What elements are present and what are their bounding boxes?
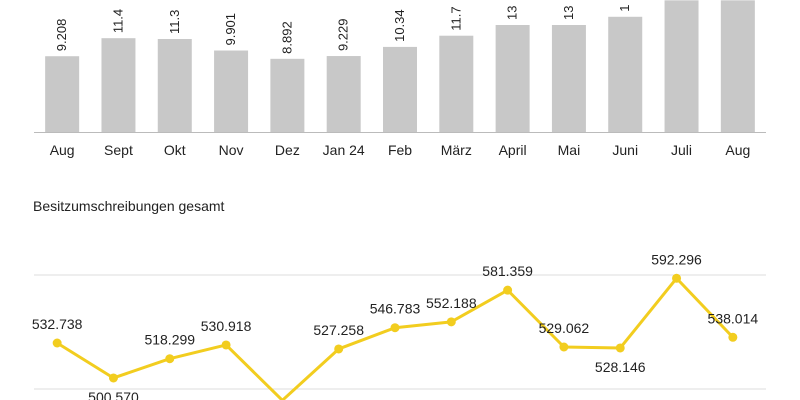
data-point [728,332,738,342]
bar [101,38,136,132]
bar-value-label: 9.229 [336,18,351,51]
point-value-label: 592.296 [651,251,702,267]
x-tick-label: Juli [671,142,692,158]
data-point [52,338,62,348]
data-point [559,342,569,352]
bar-value-label: 9.901 [223,13,238,46]
bar-value-label: 11.7 [448,6,463,30]
bar [270,58,305,132]
x-tick-label: Aug [50,142,75,158]
bar-value-label: 11.4 [110,9,125,33]
bar [495,25,530,132]
point-value-label: 552.188 [426,295,477,311]
point-value-label: 529.062 [539,320,590,336]
x-tick-label: April [499,142,527,158]
line-chart-title: Besitzumschreibungen gesamt [33,198,225,214]
x-tick-label: März [441,142,472,158]
bar-value-label: 10.34 [392,9,407,42]
bar [608,16,643,133]
bar [214,50,249,132]
data-point [108,373,118,383]
bar-value-label: 11.3 [167,10,182,34]
point-value-label: 528.146 [595,359,646,375]
data-point [165,354,175,364]
x-tick-label: Sept [104,142,133,158]
x-tick-label: Dez [275,142,300,158]
bar-value-label: 1 [617,5,632,12]
point-value-label: 532.738 [32,316,83,332]
data-point [503,285,513,295]
point-value-label: 546.783 [370,301,421,317]
data-point [221,340,231,350]
x-tick-label: Juni [612,142,638,158]
x-tick-label: Feb [388,142,412,158]
bar-value-label: 13 [505,6,520,20]
point-value-label: 581.359 [482,263,533,279]
bar-value-label: 8.892 [279,21,294,54]
bar [720,0,755,132]
data-point [390,323,400,333]
bar [551,25,586,132]
bar [439,35,474,132]
data-point [446,317,456,327]
data-point [672,273,682,283]
x-tick-label: Okt [164,142,186,158]
bar [157,39,192,132]
x-tick-label: Jan 24 [323,142,365,158]
data-point [615,343,625,353]
point-value-label: 538.014 [708,310,759,326]
bar [383,46,417,133]
point-value-label: 527.258 [313,322,364,338]
bar [45,56,80,133]
bar [664,0,699,132]
point-value-label: 530.918 [201,318,252,334]
bar-value-label: 13 [561,6,576,20]
x-tick-label: Aug [725,142,750,158]
x-tick-label: Mai [558,142,581,158]
bar-value-label: 9.208 [54,19,69,52]
x-tick-label: Nov [219,142,244,158]
point-value-label: 500.570 [88,389,139,400]
data-point [334,344,344,354]
point-value-label: 518.299 [144,332,195,348]
bar [326,56,361,132]
